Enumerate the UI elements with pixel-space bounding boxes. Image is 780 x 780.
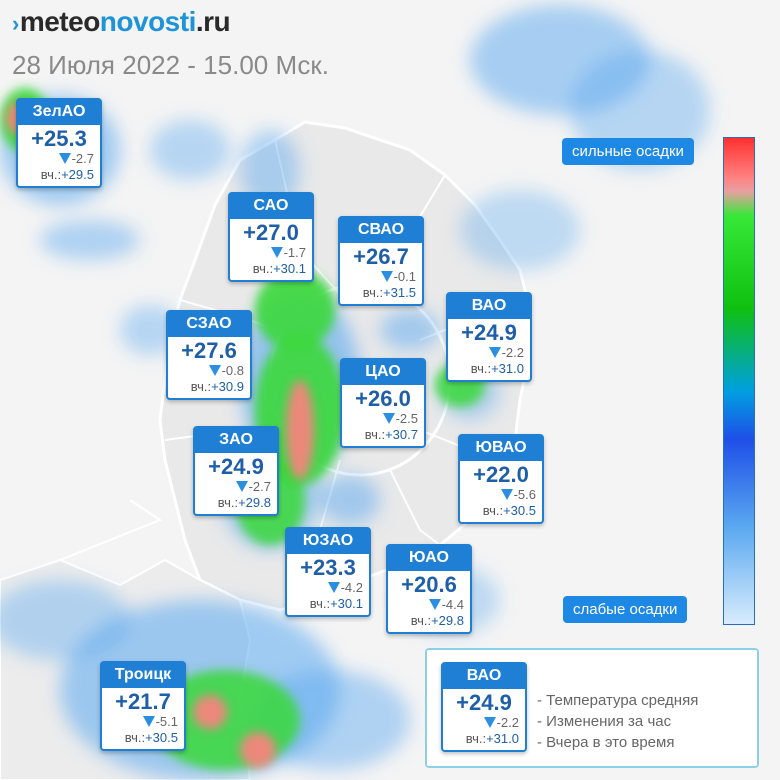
district-name: СЗАО bbox=[168, 312, 250, 337]
arrow-down-icon bbox=[235, 481, 248, 492]
hourly-change-value: -4.2 bbox=[340, 580, 363, 595]
yesterday-label: вч.: bbox=[482, 503, 504, 518]
hourly-change-value: -2.2 bbox=[501, 345, 524, 360]
yesterday-value: +31.5 bbox=[383, 285, 416, 300]
temperature-value: +26.7 bbox=[353, 244, 409, 269]
yesterday-label: вч.: bbox=[465, 731, 487, 746]
yesterday-value: +30.5 bbox=[503, 503, 536, 518]
yesterday-label: вч.: bbox=[309, 596, 331, 611]
scale-label-light: слабые осадки bbox=[563, 596, 688, 623]
arrow-down-icon bbox=[142, 716, 155, 727]
hourly-change-value: -0.1 bbox=[393, 269, 416, 284]
arrow-down-icon bbox=[270, 247, 283, 258]
brand-logo[interactable]: ›meteonovosti.ru bbox=[12, 6, 231, 37]
arrow-down-icon bbox=[327, 582, 340, 593]
district-card-troitsk: Троицк +21.7 -5.1 вч.:+30.5 bbox=[100, 661, 186, 751]
hourly-change-value: -2.7 bbox=[248, 479, 271, 494]
arrow-down-icon bbox=[208, 365, 221, 376]
yesterday-value: +31.0 bbox=[486, 731, 519, 746]
yesterday-label: вч.: bbox=[40, 167, 62, 182]
temperature-value: +22.0 bbox=[473, 462, 529, 487]
district-card-vao: ВАО +24.9 -2.2 вч.:+31.0 bbox=[446, 292, 532, 382]
yesterday-label: вч.: bbox=[364, 427, 386, 442]
district-name: ЮАО bbox=[388, 546, 470, 571]
legend-sample-card: ВАО +24.9 -2.2 вч.:+31.0 bbox=[441, 662, 527, 752]
page-title: 28 Июля 2022 - 15.00 Мск. bbox=[12, 50, 330, 80]
yesterday-label: вч.: bbox=[410, 613, 432, 628]
hourly-change-value: -4.4 bbox=[441, 597, 464, 612]
arrow-down-icon bbox=[500, 489, 513, 500]
arrow-down-icon bbox=[483, 717, 496, 728]
hourly-change-value: -0.8 bbox=[221, 363, 244, 378]
temperature-value: +24.9 bbox=[456, 690, 512, 715]
hourly-change-value: -5.1 bbox=[155, 714, 178, 729]
arrow-down-icon bbox=[488, 347, 501, 358]
district-card-sao: САО +27.0 -1.7 вч.:+30.1 bbox=[228, 192, 314, 282]
legend-item-average-temp: - Температура средняя bbox=[537, 692, 699, 709]
legend-box: ВАО +24.9 -2.2 вч.:+31.0 - Температура с… bbox=[425, 648, 759, 768]
district-card-svao: СВАО +26.7 -0.1 вч.:+31.5 bbox=[338, 216, 424, 306]
arrow-down-icon bbox=[380, 271, 393, 282]
yesterday-value: +30.9 bbox=[211, 379, 244, 394]
yesterday-value: +29.8 bbox=[238, 495, 271, 510]
temperature-value: +27.0 bbox=[243, 220, 299, 245]
yesterday-label: вч.: bbox=[190, 379, 212, 394]
temperature-value: +26.0 bbox=[355, 386, 411, 411]
district-name: ЮЗАО bbox=[287, 529, 369, 554]
hourly-change-value: -1.7 bbox=[283, 245, 306, 260]
district-card-szao: СЗАО +27.6 -0.8 вч.:+30.9 bbox=[166, 310, 252, 400]
district-name: САО bbox=[230, 194, 312, 219]
temperature-value: +21.7 bbox=[115, 689, 171, 714]
yesterday-value: +29.8 bbox=[431, 613, 464, 628]
temperature-value: +25.3 bbox=[31, 126, 87, 151]
district-card-yuao: ЮАО +20.6 -4.4 вч.:+29.8 bbox=[386, 544, 472, 634]
arrow-down-icon bbox=[428, 599, 441, 610]
temperature-value: +24.9 bbox=[208, 454, 264, 479]
district-card-yuvao: ЮВАО +22.0 -5.6 вч.:+30.5 bbox=[458, 434, 544, 524]
district-card-yuzao: ЮЗАО +23.3 -4.2 вч.:+30.1 bbox=[285, 527, 371, 617]
yesterday-label: вч.: bbox=[252, 261, 274, 276]
hourly-change-value: -2.7 bbox=[71, 151, 94, 166]
district-name: СВАО bbox=[340, 218, 422, 243]
temperature-value: +23.3 bbox=[300, 555, 356, 580]
district-name: ЗелАО bbox=[18, 100, 100, 125]
yesterday-label: вч.: bbox=[124, 730, 146, 745]
yesterday-value: +31.0 bbox=[491, 361, 524, 376]
temperature-value: +20.6 bbox=[401, 572, 457, 597]
scale-label-heavy: сильные осадки bbox=[562, 138, 694, 165]
legend-item-yesterday: - Вчера в это время bbox=[537, 734, 675, 751]
precipitation-colorbar bbox=[723, 137, 755, 625]
district-name: ВАО bbox=[448, 294, 530, 319]
yesterday-label: вч.: bbox=[217, 495, 239, 510]
district-name: ЗАО bbox=[195, 428, 277, 453]
yesterday-value: +29.5 bbox=[61, 167, 94, 182]
district-name: ЮВАО bbox=[460, 436, 542, 461]
yesterday-value: +30.7 bbox=[385, 427, 418, 442]
district-name: Троицк bbox=[102, 663, 184, 688]
legend-item-hourly-change: - Изменения за час bbox=[537, 713, 672, 730]
yesterday-value: +30.5 bbox=[145, 730, 178, 745]
hourly-change-value: -2.2 bbox=[496, 715, 519, 730]
hourly-change-value: -2.5 bbox=[395, 411, 418, 426]
yesterday-value: +30.1 bbox=[330, 596, 363, 611]
arrow-down-icon bbox=[58, 153, 71, 164]
yesterday-label: вч.: bbox=[362, 285, 384, 300]
arrow-down-icon bbox=[382, 413, 395, 424]
district-name: ЦАО bbox=[342, 360, 424, 385]
yesterday-label: вч.: bbox=[470, 361, 492, 376]
yesterday-value: +30.1 bbox=[273, 261, 306, 276]
district-card-zao: ЗАО +24.9 -2.7 вч.:+29.8 bbox=[193, 426, 279, 516]
district-name: ВАО bbox=[443, 664, 525, 689]
district-card-cao: ЦАО +26.0 -2.5 вч.:+30.7 bbox=[340, 358, 426, 448]
temperature-value: +24.9 bbox=[461, 320, 517, 345]
temperature-value: +27.6 bbox=[181, 338, 237, 363]
district-card-zelao: ЗелАО +25.3 -2.7 вч.:+29.5 bbox=[16, 98, 102, 188]
hourly-change-value: -5.6 bbox=[513, 487, 536, 502]
